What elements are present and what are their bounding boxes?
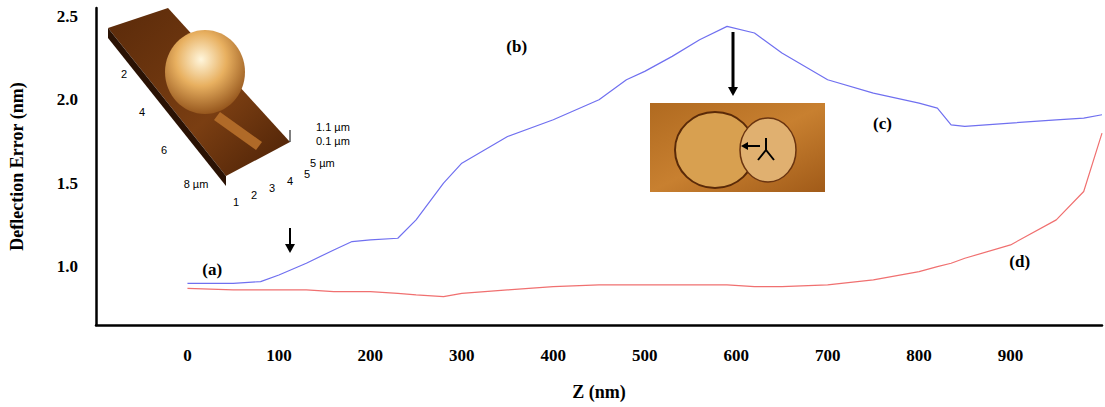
svg-text:4: 4 xyxy=(287,175,293,187)
svg-text:8 µm: 8 µm xyxy=(184,178,209,190)
svg-text:(d): (d) xyxy=(1009,252,1030,271)
svg-text:800: 800 xyxy=(906,346,932,365)
svg-text:1: 1 xyxy=(233,196,239,208)
svg-text:Deflection Error (nm): Deflection Error (nm) xyxy=(7,82,28,250)
svg-text:600: 600 xyxy=(723,346,749,365)
svg-text:200: 200 xyxy=(358,346,384,365)
svg-text:1.0: 1.0 xyxy=(57,257,78,276)
svg-text:0.1 µm: 0.1 µm xyxy=(316,135,350,147)
svg-text:3: 3 xyxy=(269,182,275,194)
svg-text:1.1 µm: 1.1 µm xyxy=(316,121,350,133)
svg-text:500: 500 xyxy=(632,346,658,365)
svg-text:5 µm: 5 µm xyxy=(310,157,335,169)
svg-text:(c): (c) xyxy=(873,114,892,133)
svg-text:2: 2 xyxy=(121,68,127,80)
svg-text:100: 100 xyxy=(266,346,292,365)
svg-text:(b): (b) xyxy=(506,37,527,56)
svg-text:400: 400 xyxy=(541,346,567,365)
svg-text:6: 6 xyxy=(161,144,167,156)
svg-text:Z (nm): Z (nm) xyxy=(572,382,626,403)
svg-text:5: 5 xyxy=(304,168,310,180)
svg-text:900: 900 xyxy=(998,346,1024,365)
svg-text:2.0: 2.0 xyxy=(57,90,78,109)
svg-text:2.5: 2.5 xyxy=(57,7,78,26)
svg-text:300: 300 xyxy=(449,346,475,365)
svg-text:700: 700 xyxy=(815,346,841,365)
svg-text:(a): (a) xyxy=(202,260,222,279)
svg-text:0: 0 xyxy=(183,346,192,365)
svg-text:4: 4 xyxy=(139,106,145,118)
svg-text:2: 2 xyxy=(251,189,257,201)
svg-text:1.5: 1.5 xyxy=(57,174,78,193)
